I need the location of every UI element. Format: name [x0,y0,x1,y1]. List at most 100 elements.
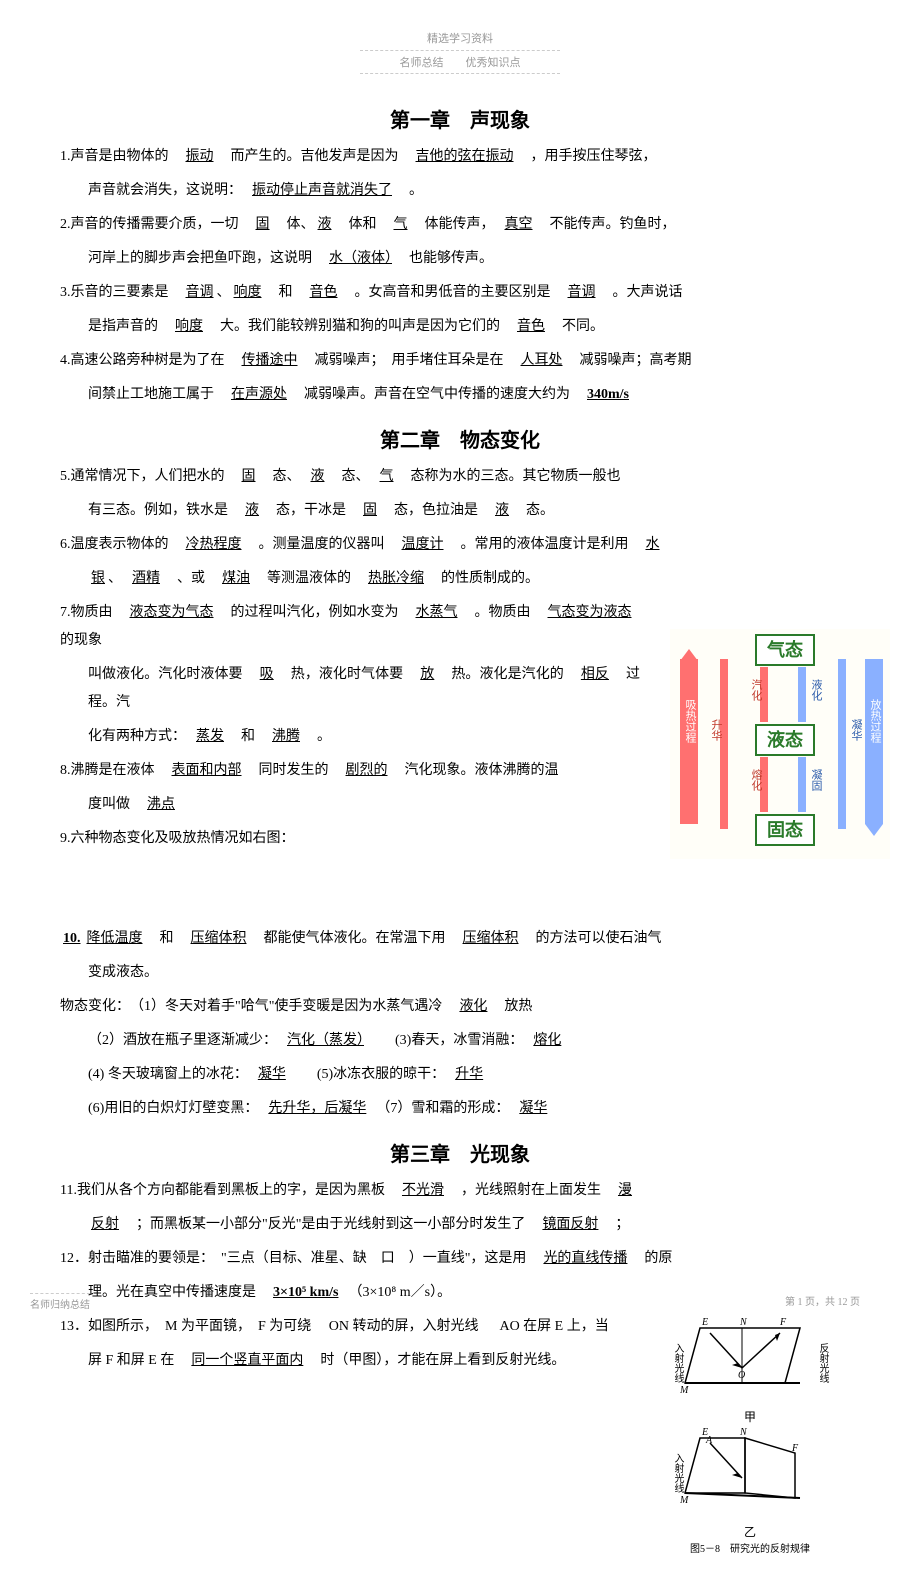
t: 态、 [259,469,308,484]
t: (5)冰冻衣服的晾干： [289,1067,452,1082]
section-with-diagram: 7.物质由 液态变为气态 的过程叫汽化，例如水变为 水蒸气 。物质由 气态变为液… [60,599,860,853]
blank: 水 [643,537,663,552]
blank: 振动 [183,149,217,164]
para-5b: 有三态。例如，铁水是 液 态，干冰是 固 态，色拉油是 液 态。 [60,497,860,525]
blank: 凝华 [255,1067,289,1082]
blank: 气 [377,469,397,484]
t: ，用手按压住琴弦， [517,149,657,164]
footer-right: 第 1 页，共 12 页 [785,1293,860,1308]
blank: 镜面反射 [539,1217,601,1232]
t: 、 [217,285,231,300]
t: 态称为水的三态。其它物质一般也 [397,469,621,484]
t: 、 [108,571,129,586]
solid-state: 固态 [755,814,815,846]
t: 4.高速公路旁种树是为了在 [60,353,239,368]
blank: 升华 [452,1067,486,1082]
para-2b: 河岸上的脚步声会把鱼吓跑，这说明 水（液体） 也能够传声。 [60,245,860,273]
para-4: 4.高速公路旁种树是为了在 传播途中 减弱噪声； 用手堵住耳朵是在 人耳处 减弱… [60,347,860,375]
para-11b: （2）酒放在瓶子里逐渐减少： 汽化（蒸发） (3)春天，冰雪消融： 熔化 [60,1027,860,1055]
blank: 熔化 [530,1033,564,1048]
t: （2）酒放在瓶子里逐渐减少： [88,1033,284,1048]
ninggu-label: 凝固 [808,769,824,791]
label-F2: F [791,1443,799,1454]
label-O: O [738,1370,745,1381]
t: 热，液化时气体要 [277,667,418,682]
t: 。大声说话 [599,285,683,300]
t: 8.沸腾是在液体 [60,763,169,778]
blank: 漫 [615,1183,635,1198]
t: 的过程叫汽化，例如水变为 [217,605,413,620]
page: 精选学习资料 名师总结 优秀知识点 第一章 声现象 1.声音是由物体的 振动 而… [0,0,920,1581]
t: 。物质由 [461,605,545,620]
t: 。 [303,729,331,744]
mirror-diagram-yi: E N F M A 入射光线 乙 图5－8 研究光的反射规律 [680,1423,820,1555]
t: （3×10⁸ m／s）。 [341,1285,451,1300]
blank: 人耳处 [518,353,566,368]
t: 。 [395,183,423,198]
para-6b: 银、 酒精 、或 煤油 等测温液体的 热胀冷缩 的性质制成的。 [60,565,860,593]
footer-left: 名师归纳总结 [30,1293,90,1311]
chapter-3-title: 第三章 光现象 [60,1138,860,1167]
yehua-arrow [798,667,806,722]
t: 屏 F 和屏 E 在 [88,1353,188,1368]
blank: 水（液体） [326,251,395,266]
blank: 沸点 [144,797,178,812]
ninghua-label: 凝华 [848,719,864,741]
blank: 吉他的弦在振动 [413,149,517,164]
t: 叫做液化。汽化时液体要 [88,667,257,682]
t: 和 [227,729,269,744]
blank: 表面和内部 [169,763,245,778]
blank: 液 [308,469,328,484]
label-N2: N [739,1427,748,1438]
t: 等测温液体的 [253,571,365,586]
t: 12．射击瞄准的要领是： "三点（目标、准星、缺 口 ）一直线"，这是用 [60,1251,540,1266]
t: 的原 [630,1251,672,1266]
t: 汽化现象。液体沸腾的温 [391,763,559,778]
blank: 相反 [578,667,612,682]
t: 态，干冰是 [262,503,360,518]
qihua-label: 汽化 [748,679,764,701]
t: 7.物质由 [60,605,127,620]
blank: 固 [360,503,380,518]
t: 是指声音的 [88,319,172,334]
t: 的性质制成的。 [427,571,539,586]
blank: 剧烈的 [343,763,391,778]
para-12b: 反射 ；而黑板某一小部分"反光"是由于光线射到这一小部分时发生了 镜面反射 ； [60,1211,860,1239]
blank: 凝华 [516,1101,550,1116]
shenghua-label: 升华 [708,719,724,741]
blank: 音色 [514,319,548,334]
blank: 340m/s [584,387,632,402]
blank: 传播途中 [239,353,301,368]
t: 的方法可以使石油气 [522,931,662,946]
t: 。女高音和男低音的主要区别是 [341,285,565,300]
t: 体和 [335,217,391,232]
blank: 固 [239,469,259,484]
mirror-diagram-jia: E N F O M 入射光线 反射光线 甲 [680,1313,820,1425]
release-arrowhead [865,824,883,836]
t: 理。光在真空中传播速度是 [88,1285,270,1300]
liquid-state: 液态 [755,724,815,756]
t: 间禁止工地施工属于 [88,387,228,402]
t: 河岸上的脚步声会把鱼吓跑，这说明 [88,251,326,266]
blank: 酒精 [129,571,163,586]
blank: 先升华，后凝华 [265,1101,369,1116]
t: 态，色拉油是 [380,503,492,518]
state-diagram: 气态 液态 固态 吸热过程 放热过程 汽化 液化 熔化 凝固 升华 凝华 [670,629,890,859]
t: 、或 [163,571,219,586]
t: 体能传声， [411,217,502,232]
yi-label: 乙 [680,1523,820,1540]
chapter-2-title: 第二章 物态变化 [60,424,860,453]
blank: 吸 [257,667,277,682]
blank: 真空 [502,217,536,232]
shenghua-arrow [720,659,728,829]
blank: 液 [242,503,262,518]
t: 不能传声。钓鱼时， [536,217,676,232]
t: 减弱噪声。声音在空气中传播的速度大约为 [290,387,584,402]
mirror-caption: 图5－8 研究光的反射规律 [680,1540,820,1555]
t: 声音就会消失，这说明： [88,183,249,198]
para-11: 物态变化： （1）冬天对着手"哈气"使手变暖是因为水蒸气遇冷 液化 放热 [60,993,860,1021]
label-A: A [705,1435,713,1446]
label-E: E [701,1317,708,1328]
para-1: 1.声音是由物体的 振动 而产生的。吉他发声是因为 吉他的弦在振动 ，用手按压住… [60,143,860,171]
blank: 音调 [183,285,217,300]
